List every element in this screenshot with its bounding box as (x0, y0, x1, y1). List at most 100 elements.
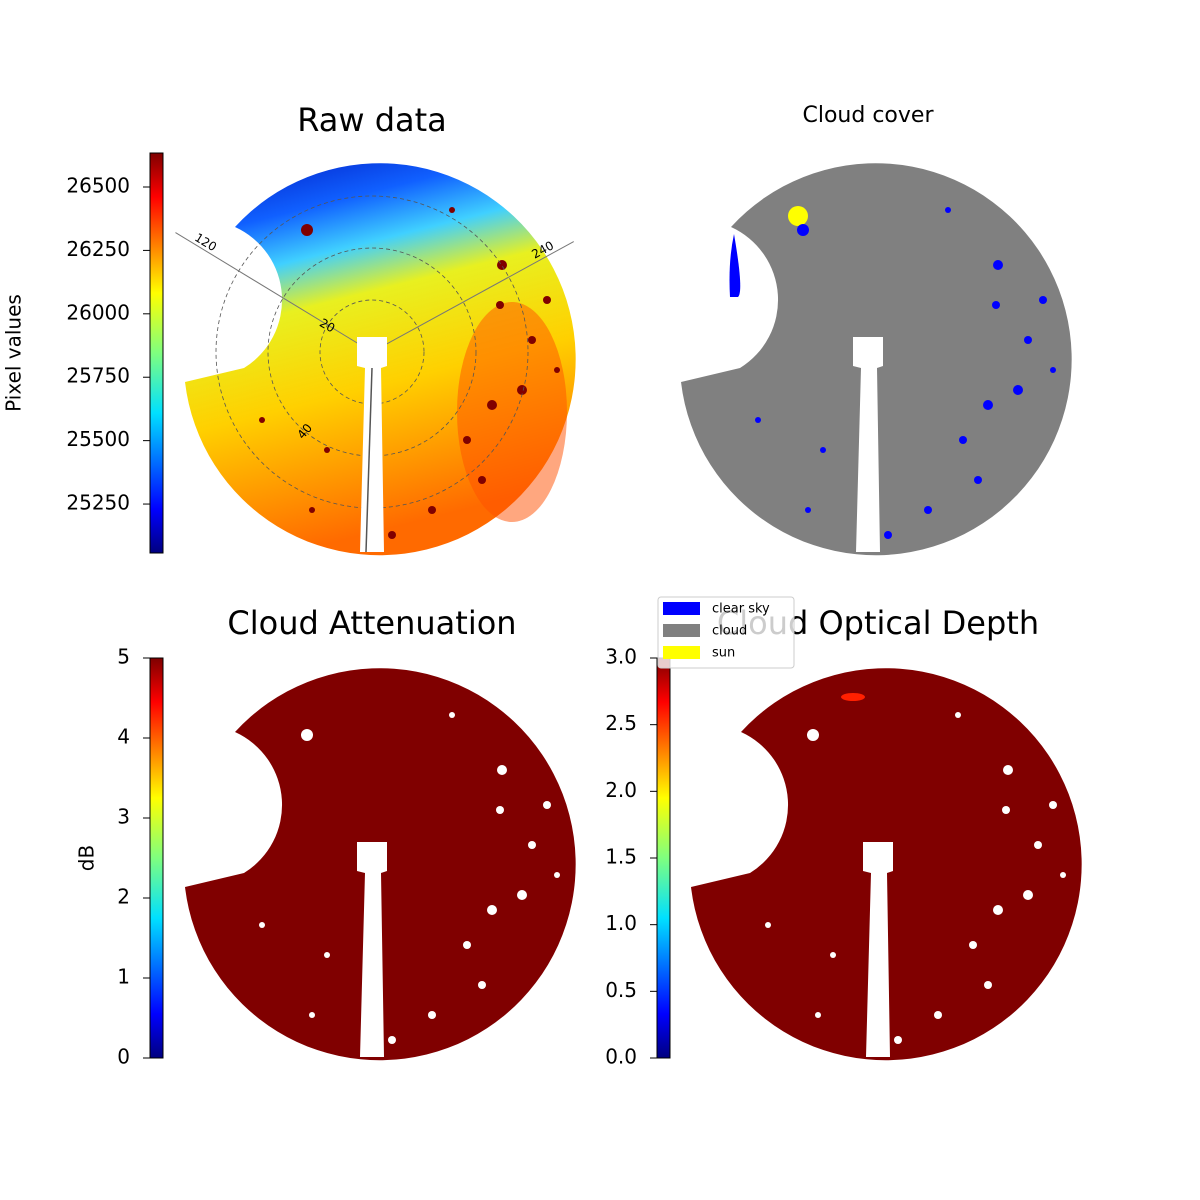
clear-spot (324, 952, 330, 958)
colorbar-tick-label: 0.5 (605, 978, 637, 1002)
dark-spot (517, 385, 527, 395)
clear-spot (894, 1036, 902, 1044)
clear-spot (301, 729, 313, 741)
clear-spot (1060, 872, 1066, 878)
red-patch (841, 693, 865, 701)
legend-label: clear sky (712, 602, 770, 617)
clear-sky-patch (1050, 367, 1056, 373)
dark-spot (487, 400, 497, 410)
clear-sky-patch (993, 260, 1003, 270)
clear-sky-patch (992, 301, 1000, 309)
colorbar-tick-label: 25500 (66, 427, 130, 451)
colorbar-label: Pixel values (2, 294, 26, 412)
clear-spot (1003, 765, 1013, 775)
dark-spot (528, 336, 536, 344)
clear-spot (1034, 841, 1042, 849)
azimuth-line (175, 232, 373, 353)
colorbar-tick-label: 1 (117, 965, 130, 989)
dark-spot (259, 417, 265, 423)
clear-spot (1023, 890, 1033, 900)
colorbar-tick-label: 0 (117, 1045, 130, 1069)
colorbar-tick-label: 0.0 (605, 1045, 637, 1069)
clear-sky-patch (884, 531, 892, 539)
colorbar-tick-label: 25750 (66, 364, 130, 388)
colorbar-tick-label: 2 (117, 885, 130, 909)
clear-sky-patch (805, 507, 811, 513)
clear-spot (1049, 801, 1057, 809)
colorbar-tick-label: 2.5 (605, 711, 637, 735)
clear-spot (815, 1012, 821, 1018)
sky-image (691, 668, 1082, 1061)
clear-sky-patch (1013, 385, 1023, 395)
clear-spot (487, 905, 497, 915)
azimuth-line (371, 241, 574, 353)
dark-spot (301, 224, 313, 236)
colorbar-tick-label: 3 (117, 805, 130, 829)
clear-sky-patch (983, 400, 993, 410)
colorbar-label: dB (75, 845, 99, 871)
polar-ring (319, 299, 425, 405)
colorbar (656, 657, 671, 1059)
legend-swatch (663, 646, 700, 659)
clear-spot (1002, 806, 1010, 814)
sky-image (185, 668, 576, 1061)
clear-spot (984, 981, 992, 989)
colorbar-tick-label: 4 (117, 725, 130, 749)
clear-spot (497, 765, 507, 775)
clear-spot (496, 806, 504, 814)
clear-spot (309, 1012, 315, 1018)
colorbar-tick-label: 26500 (66, 173, 130, 197)
dark-spot (478, 476, 486, 484)
colorbar-tick-label: 5 (117, 645, 130, 669)
warm-region (457, 302, 567, 522)
legend-label: sun (712, 646, 735, 661)
dark-spot (463, 436, 471, 444)
colorbar-tick-label: 2.0 (605, 778, 637, 802)
clear-spot (428, 1011, 436, 1019)
dark-spot (309, 507, 315, 513)
colorbar-tick-label: 26000 (66, 300, 130, 324)
clear-spot (517, 890, 527, 900)
panel-title: Cloud cover (803, 103, 935, 128)
dark-spot (428, 506, 436, 514)
colorbar-tick-label: 26250 (66, 237, 130, 261)
dark-spot (497, 260, 507, 270)
colorbar-tick-label: 3.0 (605, 645, 637, 669)
legend-swatch (663, 602, 700, 615)
colorbar (149, 657, 164, 1059)
clear-sky-patch (974, 476, 982, 484)
clear-spot (969, 941, 977, 949)
dark-spot (554, 367, 560, 373)
mast-edge (365, 367, 373, 553)
clear-spot (993, 905, 1003, 915)
zenith-label: 20 (317, 316, 337, 336)
sun (788, 206, 808, 226)
dark-spot (324, 447, 330, 453)
clear-spot (478, 981, 486, 989)
legend-swatch (663, 624, 700, 637)
colorbar-tick-label: 25250 (66, 491, 130, 515)
clear-spot (528, 841, 536, 849)
clear-sky-patch (945, 207, 951, 213)
clear-spot (934, 1011, 942, 1019)
clear-sky-patch (1039, 296, 1047, 304)
colorbar (149, 152, 164, 554)
colorbar-tick-label: 1.0 (605, 911, 637, 935)
clear-spot (543, 801, 551, 809)
clear-sky-patch (797, 224, 809, 236)
clear-sky-strip (729, 234, 741, 297)
panel-title: Cloud Attenuation (227, 604, 516, 642)
clear-spot (830, 952, 836, 958)
dark-spot (543, 296, 551, 304)
clear-spot (388, 1036, 396, 1044)
clear-sky-patch (924, 506, 932, 514)
polar-ring (215, 195, 529, 509)
clear-spot (554, 872, 560, 878)
sky-image (681, 163, 1072, 556)
dark-spot (449, 207, 455, 213)
legend-label: cloud (712, 624, 747, 639)
clear-sky-patch (755, 417, 761, 423)
dark-spot (388, 531, 396, 539)
